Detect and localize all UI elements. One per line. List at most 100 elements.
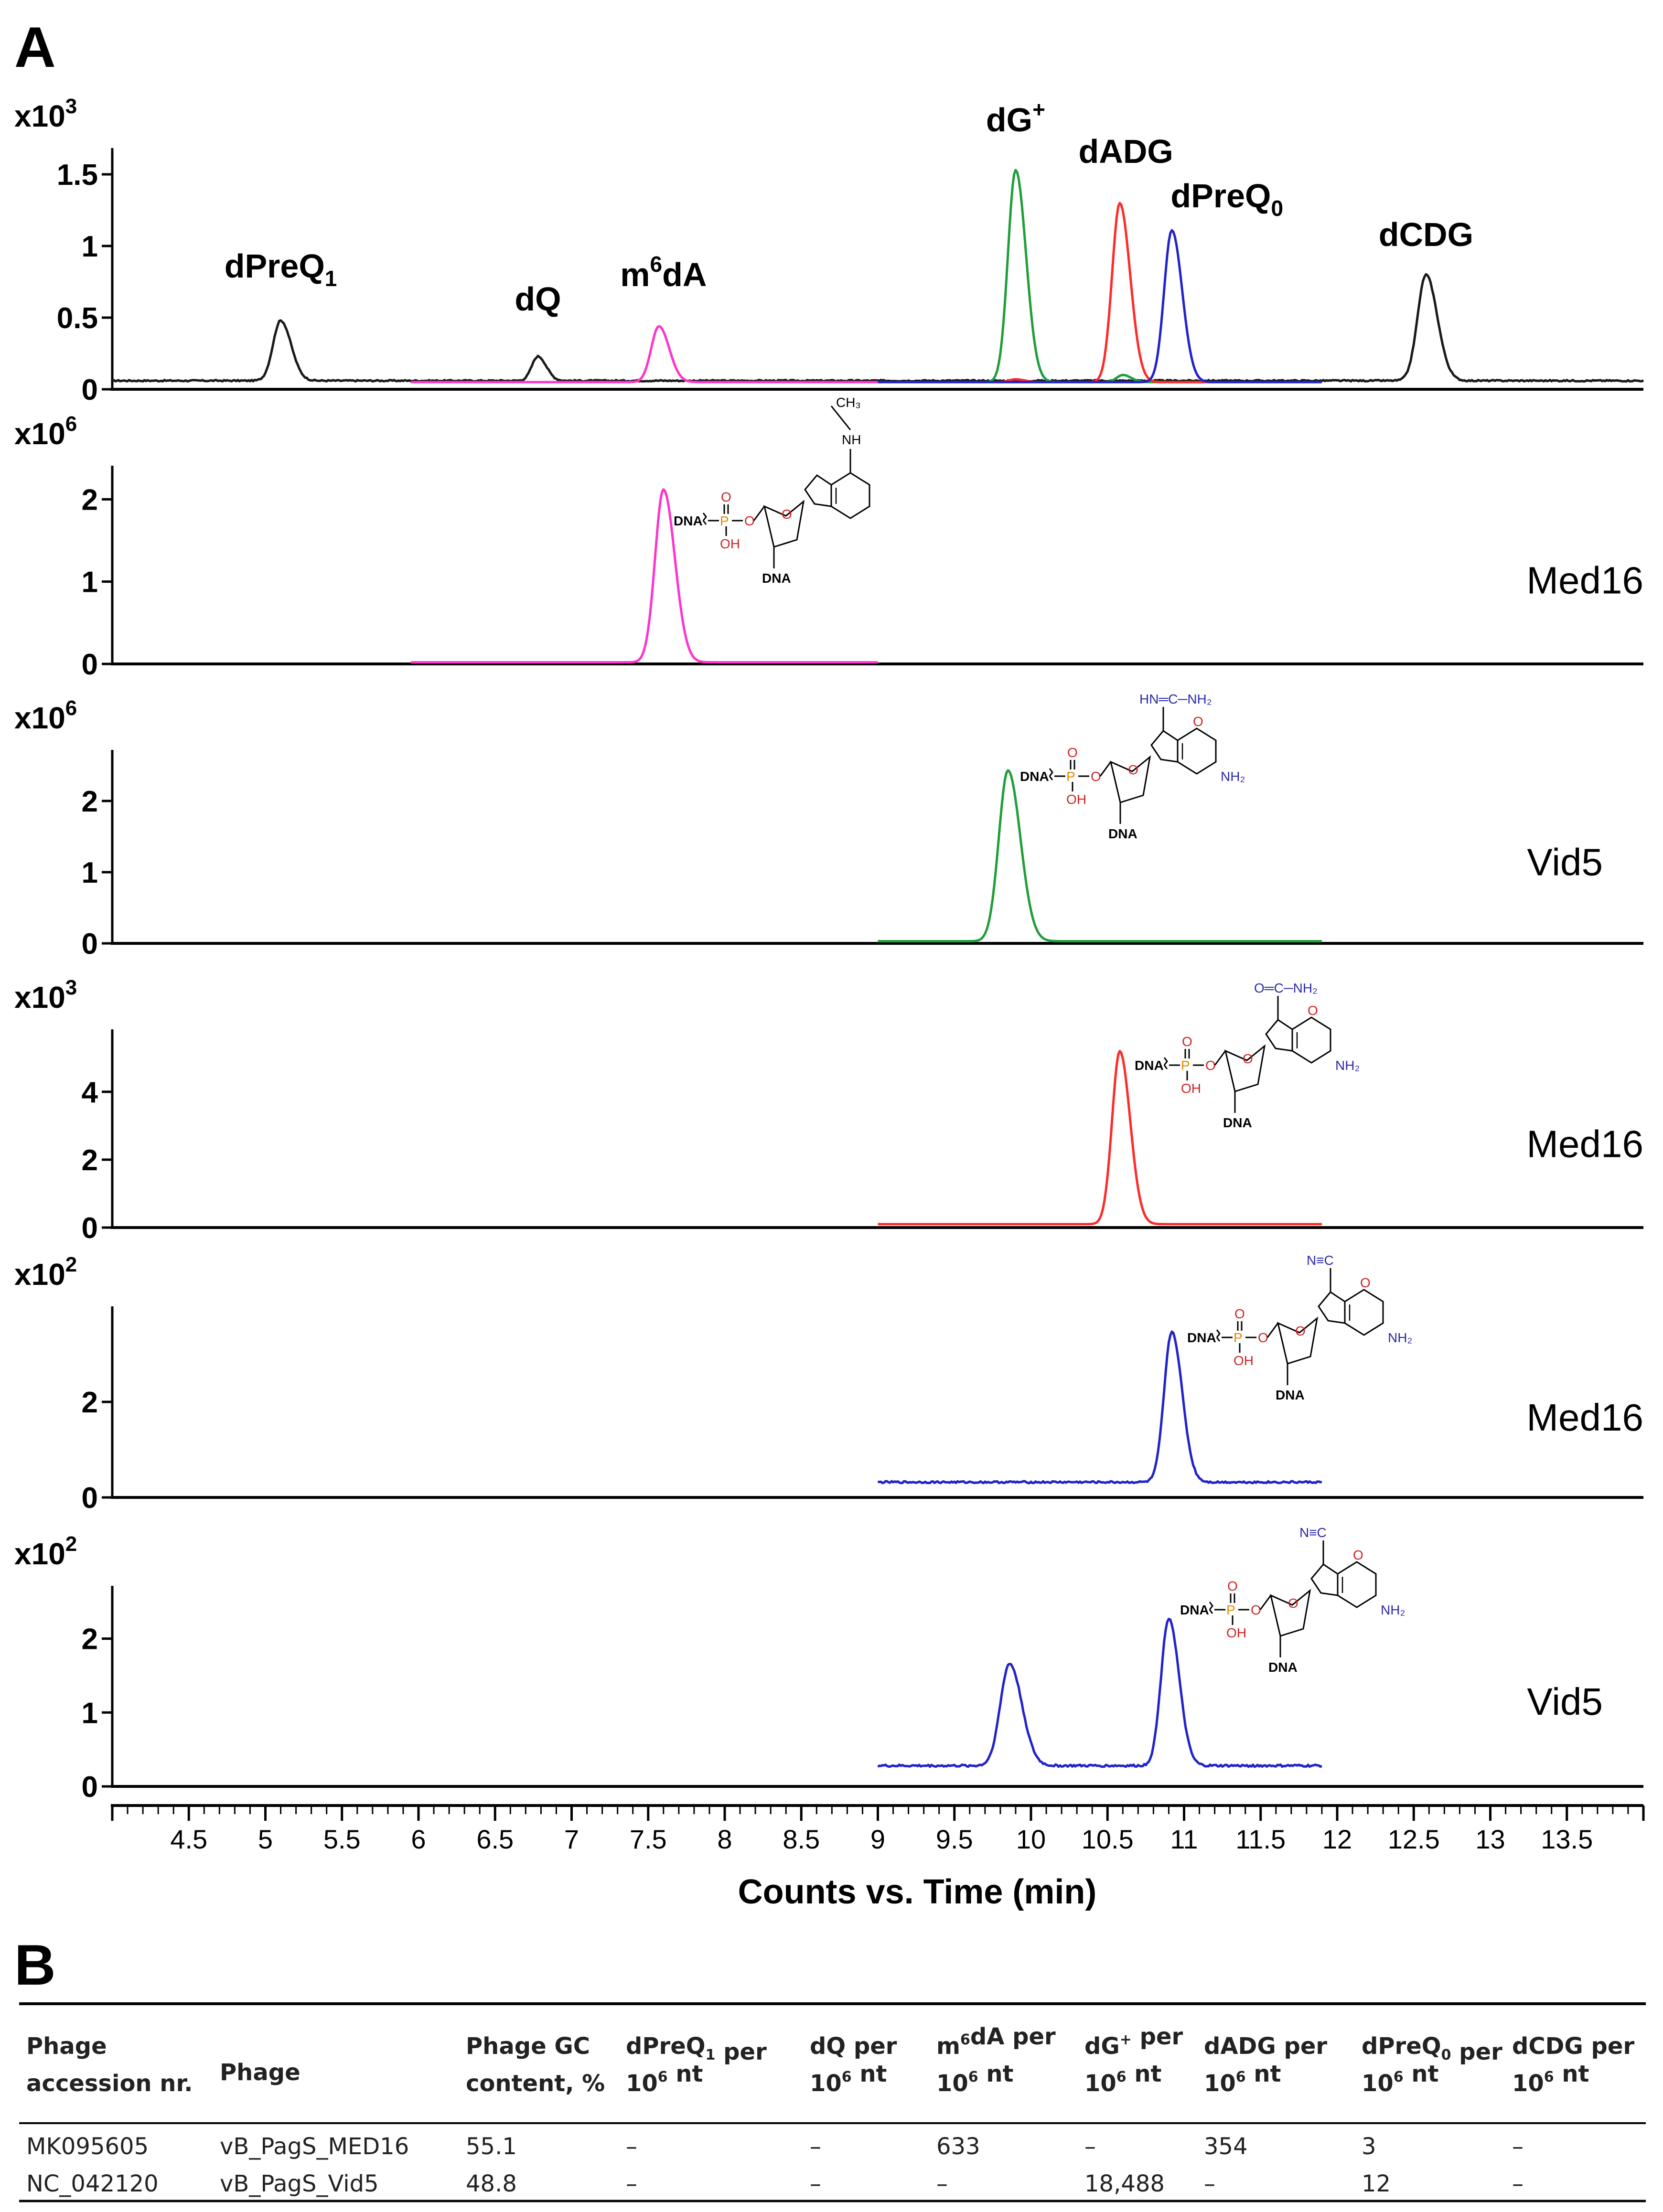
y-multiplier: x103: [14, 976, 77, 1015]
panel-a-label: A: [14, 15, 56, 79]
y-tick-label: 0: [82, 648, 98, 681]
panel-b-label: B: [14, 1933, 56, 1997]
y-multiplier-exp: 2: [65, 1253, 77, 1276]
sample-label: Vid5: [1527, 841, 1603, 884]
y-multiplier: x102: [14, 1532, 77, 1571]
y-tick-label: 0: [82, 1482, 98, 1515]
structure-m6dA-icon: NH CH₃: [673, 395, 870, 587]
table-header-cell: Phage: [220, 2059, 300, 2086]
table-cell: vB_PagS_MED16: [220, 2133, 409, 2160]
modification-table: Phage accession nr. Phage Phage GC content, …: [19, 2002, 1646, 2202]
table-header-text: dQ per: [810, 2033, 897, 2060]
x-tick-label: 5: [258, 1824, 273, 1854]
table-cell: MK095605: [26, 2133, 149, 2160]
peak-label: dADG: [1079, 133, 1173, 170]
structure-dPreQ0-icon: N≡C O NH₂: [1179, 1525, 1405, 1676]
y-multiplier-base: x10: [14, 99, 65, 133]
x-tick-label: 13: [1475, 1824, 1505, 1854]
structure-dADG-icon: O═C─NH₂ O NH₂: [1134, 981, 1360, 1131]
table-header-text: Phage: [220, 2059, 300, 2086]
table-header-text: accession nr.: [26, 2070, 193, 2097]
table-header-text: Phage: [26, 2033, 107, 2060]
sample-label: Vid5: [1527, 1680, 1603, 1723]
y-multiplier: x102: [14, 1253, 77, 1292]
x-tick-label: 5.5: [323, 1824, 361, 1854]
table-cell: –: [1512, 2170, 1524, 2197]
panel-m6dA: x106 0 1 2 Med16 NH CH₃: [14, 395, 1643, 681]
table-header-text: 106 nt: [1512, 2061, 1589, 2097]
sample-label: Med16: [1526, 559, 1643, 602]
y-tick-label: 1: [82, 856, 98, 889]
panel-dGplus: x106 0 1 2 Vid5 HN═C─NH₂ O NH₂: [14, 692, 1643, 961]
table-cell: –: [1084, 2133, 1096, 2160]
x-tick-label: 4.5: [170, 1824, 207, 1854]
chem-carbonyl: O: [1360, 1275, 1371, 1290]
series-red: [878, 1050, 1322, 1226]
chem-substituent: HN═C─NH₂: [1139, 692, 1212, 706]
structure-dG+-icon: HN═C─NH₂ O NH₂: [1019, 692, 1245, 842]
y-tick-label: 0.5: [57, 302, 98, 335]
table-cell: –: [810, 2170, 821, 2197]
series-magenta: [411, 488, 878, 664]
y-multiplier: x106: [14, 696, 77, 735]
table-cell: 354: [1204, 2133, 1248, 2160]
y-tick-label: 0: [82, 1212, 98, 1245]
table-header-text: dPreQ0 per: [1362, 2033, 1502, 2065]
table-row: MK095605 vB_PagS_MED16 55.1 – – 633 – 354 3 –: [26, 2133, 1524, 2160]
table-cell: 48.8: [466, 2170, 517, 2197]
table-cell: –: [810, 2133, 821, 2160]
table-header-text: 106 nt: [810, 2061, 887, 2097]
y-tick-label: 0: [82, 928, 98, 961]
y-multiplier-exp: 2: [65, 1532, 77, 1556]
series-blue: [877, 1617, 1323, 1768]
time-axis: 4.5 5 5.5 6 6.5 7 7.5 8 8.5 9 9.5 10 10.5 11 11.5 12 12.…: [111, 1804, 1645, 1854]
x-tick-label: 10: [1016, 1824, 1046, 1854]
peak-label: m6dA: [620, 252, 707, 293]
y-tick-label: 0: [82, 374, 98, 406]
sample-label: Med16: [1526, 1123, 1643, 1165]
table-cell: 18,488: [1084, 2170, 1165, 2197]
table-cell: –: [626, 2170, 637, 2197]
x-tick-label: 11: [1170, 1824, 1198, 1854]
x-tick-label: 11.5: [1235, 1824, 1286, 1854]
table-header-text: dPreQ1 per: [626, 2033, 767, 2065]
peak-label: dPreQ0: [1170, 177, 1283, 221]
table-cell: 633: [936, 2133, 980, 2160]
x-tick-label: 9: [870, 1824, 885, 1854]
x-tick-label: 9.5: [936, 1824, 973, 1854]
table-cell: –: [1512, 2133, 1524, 2160]
y-tick-label: 2: [82, 483, 98, 516]
table-header-text: 106 nt: [936, 2061, 1014, 2097]
chem-nh: NH: [842, 432, 861, 447]
y-tick-label: 2: [82, 1623, 98, 1656]
y-multiplier-exp: 6: [65, 696, 77, 720]
chem-nh2: NH₂: [1335, 1058, 1360, 1073]
structure-dPreQ0-icon: N≡C O NH₂: [1186, 1253, 1412, 1403]
table-header-text: Phage GC: [466, 2033, 590, 2060]
y-multiplier-base: x10: [14, 1257, 65, 1292]
y-multiplier-base: x10: [14, 701, 65, 735]
chem-substituent: O═C─NH₂: [1254, 981, 1318, 995]
table-cell: NC_042120: [26, 2170, 159, 2197]
y-multiplier-exp: 3: [65, 95, 77, 118]
series-green: [878, 769, 1322, 942]
peak-label: dQ: [515, 280, 561, 318]
chem-carbonyl: O: [1353, 1548, 1363, 1562]
table-header-text: 106 nt: [1362, 2061, 1439, 2097]
x-tick-label: 7.5: [630, 1824, 667, 1854]
table-header-text: m6dA per: [936, 2023, 1056, 2060]
panel-dADG: x103 0 2 4 Med16 O═C─NH₂ O NH₂: [14, 976, 1643, 1245]
chem-nh2: NH₂: [1388, 1330, 1412, 1345]
peak-label: dG+: [986, 97, 1045, 139]
chem-substituent: N≡C: [1307, 1253, 1334, 1268]
y-multiplier-exp: 3: [65, 976, 77, 999]
y-multiplier-base: x10: [14, 417, 65, 451]
x-tick-label: 7: [564, 1824, 579, 1854]
x-tick-label: 12: [1322, 1824, 1352, 1854]
x-tick-label: 6: [411, 1824, 426, 1854]
